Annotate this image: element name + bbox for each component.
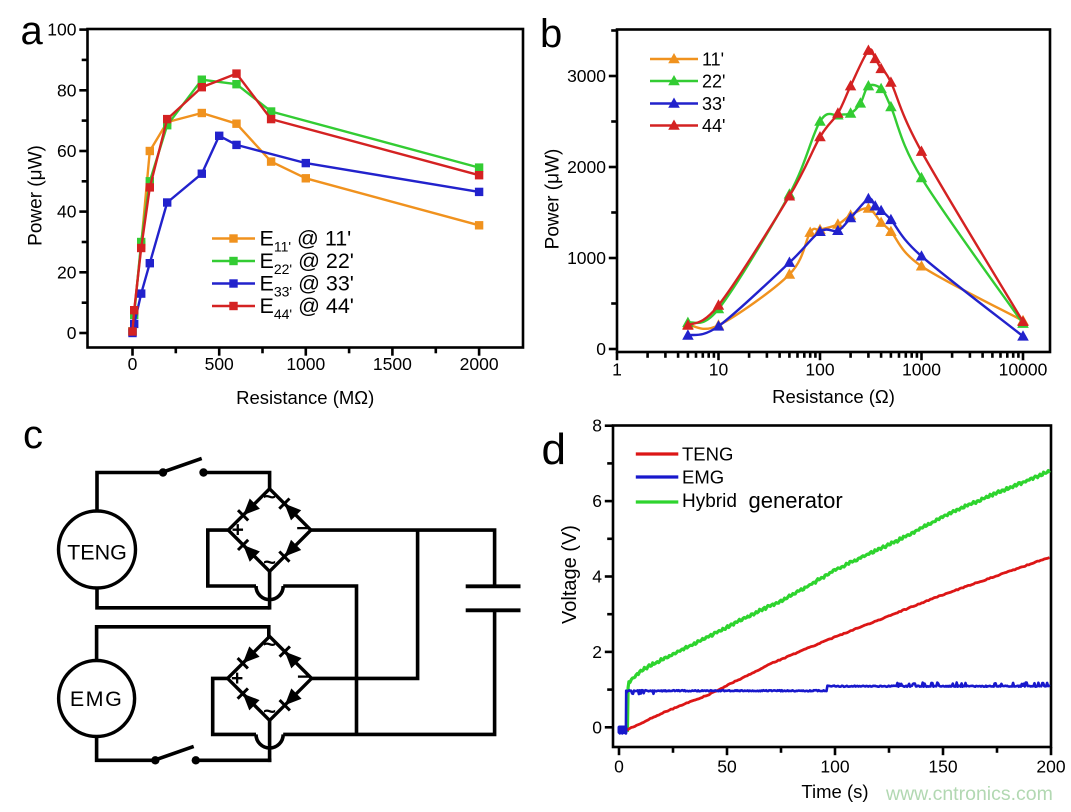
svg-text:1000: 1000 [286, 354, 325, 374]
svg-text:~: ~ [263, 631, 276, 656]
svg-text:Time (s): Time (s) [801, 781, 868, 802]
svg-text:40: 40 [57, 202, 77, 222]
svg-text:1: 1 [612, 360, 622, 380]
svg-text:Resistance (MΩ): Resistance (MΩ) [236, 387, 374, 408]
svg-text:TENG: TENG [682, 444, 733, 465]
svg-text:80: 80 [57, 80, 77, 100]
svg-text:22': 22' [702, 72, 725, 92]
svg-text:−: − [296, 517, 308, 540]
svg-text:200: 200 [1036, 757, 1065, 777]
svg-text:Power (μW): Power (μW) [26, 145, 47, 246]
svg-text:+: + [232, 519, 244, 542]
svg-text:~: ~ [263, 484, 276, 509]
svg-text:~: ~ [263, 698, 276, 723]
svg-text:a: a [21, 9, 44, 53]
svg-text:500: 500 [205, 354, 234, 374]
svg-text:11': 11' [702, 50, 724, 70]
svg-text:EMG: EMG [682, 467, 724, 488]
svg-text:10: 10 [709, 360, 729, 380]
svg-text:2: 2 [592, 642, 602, 662]
svg-text:+: + [231, 667, 243, 690]
svg-text:33': 33' [702, 94, 725, 114]
svg-text:www.cntronics.com: www.cntronics.com [885, 783, 1053, 805]
svg-text:0: 0 [67, 323, 77, 343]
svg-text:c: c [23, 413, 43, 457]
svg-text:10000: 10000 [999, 360, 1048, 380]
svg-text:E44' @ 44': E44' @ 44' [260, 294, 354, 322]
svg-text:6: 6 [592, 491, 602, 511]
svg-text:d: d [542, 425, 566, 474]
svg-text:20: 20 [57, 262, 77, 282]
svg-text:1500: 1500 [373, 354, 412, 374]
svg-text:Resistance (Ω): Resistance (Ω) [772, 386, 895, 407]
svg-text:TENG: TENG [67, 541, 127, 565]
svg-text:E22' @ 22': E22' @ 22' [260, 249, 354, 277]
svg-text:100: 100 [805, 360, 834, 380]
svg-text:1000: 1000 [902, 360, 941, 380]
svg-text:Power (μW): Power (μW) [543, 149, 564, 250]
svg-text:60: 60 [57, 141, 77, 161]
svg-text:3000: 3000 [567, 66, 606, 86]
svg-text:~: ~ [263, 549, 276, 574]
svg-text:Voltage (V): Voltage (V) [559, 525, 581, 624]
svg-text:44': 44' [702, 116, 725, 136]
svg-text:8: 8 [592, 416, 602, 436]
svg-text:4: 4 [592, 567, 602, 587]
svg-text:100: 100 [47, 20, 76, 40]
svg-text:2000: 2000 [460, 354, 499, 374]
svg-text:−: − [297, 665, 309, 688]
svg-text:50: 50 [717, 757, 737, 777]
svg-text:generator: generator [749, 488, 843, 513]
svg-text:0: 0 [592, 717, 602, 737]
svg-text:0: 0 [614, 757, 624, 777]
svg-text:1000: 1000 [567, 248, 606, 268]
svg-text:b: b [540, 12, 562, 56]
svg-text:150: 150 [928, 757, 957, 777]
svg-text:0: 0 [596, 339, 606, 359]
svg-text:E33' @ 33': E33' @ 33' [260, 272, 354, 300]
svg-text:100: 100 [820, 757, 849, 777]
svg-text:0: 0 [128, 354, 138, 374]
svg-text:EMG: EMG [70, 687, 123, 711]
svg-text:Hybrid: Hybrid [682, 491, 737, 512]
svg-text:2000: 2000 [567, 157, 606, 177]
